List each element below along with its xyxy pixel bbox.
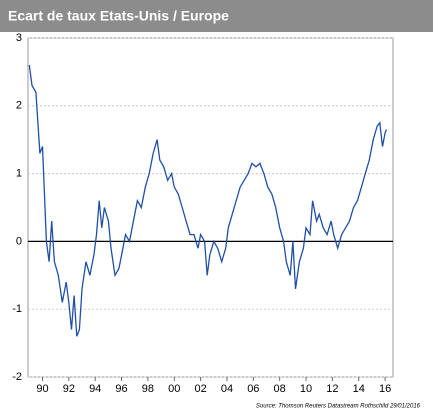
x-tick-label: 96 (115, 383, 127, 395)
y-tick-label: 1 (16, 168, 22, 180)
y-tick-label: 2 (16, 100, 22, 112)
data-line (28, 65, 388, 337)
chart-title: Ecart de taux Etats-Unis / Europe (8, 8, 229, 24)
y-tick-label: 3 (16, 32, 22, 44)
source: Source: Thomson Reuters Datastream Roths… (256, 404, 421, 410)
x-tick-label: 90 (36, 383, 48, 395)
x-tick-label: 12 (326, 383, 338, 395)
x-tick-label: 00 (168, 383, 180, 395)
x-tick-label: 06 (247, 383, 259, 395)
y-tick-label: 0 (16, 235, 22, 247)
x-tick-label: 04 (221, 383, 233, 395)
x-tick-label: 16 (379, 383, 391, 395)
x-tick-label: 02 (194, 383, 206, 395)
x-tick-label: 08 (274, 383, 286, 395)
x-tick-label: 14 (353, 383, 365, 395)
title-bar (0, 0, 433, 32)
x-tick-label: 10 (300, 383, 312, 395)
y-tick-label: -2 (12, 371, 22, 383)
x-tick-label: 92 (63, 383, 75, 395)
y-tick-label: -1 (12, 303, 22, 315)
x-tick-label: 94 (89, 383, 101, 395)
plot-frame (27, 37, 394, 378)
x-tick-label: 98 (142, 383, 154, 395)
